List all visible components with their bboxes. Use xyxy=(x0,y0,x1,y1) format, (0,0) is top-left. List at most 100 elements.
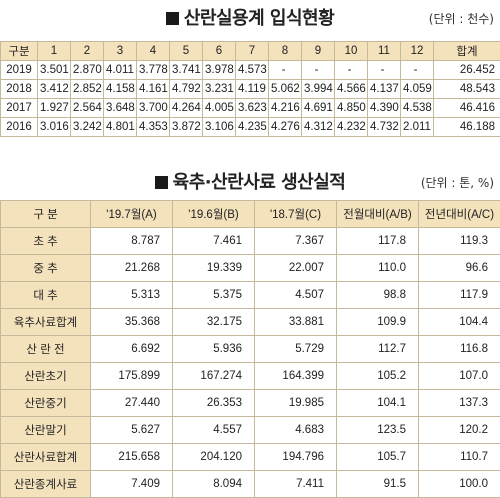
table-cell: 105.2 xyxy=(337,363,419,390)
table-cell: 48.543 xyxy=(434,80,500,99)
column-header: 4 xyxy=(137,42,170,61)
row-label: 2016 xyxy=(1,118,38,137)
table-cell: 8.094 xyxy=(173,471,255,498)
row-label: 산란종계사료 xyxy=(1,471,91,498)
table-cell: 46.188 xyxy=(434,118,500,137)
table-cell: - xyxy=(269,61,302,80)
row-label: 2018 xyxy=(1,80,38,99)
table-cell: 167.274 xyxy=(173,363,255,390)
table-cell: 164.399 xyxy=(255,363,337,390)
table-cell: 4.216 xyxy=(269,99,302,118)
column-header: 5 xyxy=(170,42,203,61)
table-cell: 7.409 xyxy=(91,471,173,498)
table-cell: 107.0 xyxy=(419,363,500,390)
table-cell: - xyxy=(302,61,335,80)
table-cell: 116.8 xyxy=(419,336,500,363)
table-cell: 5.729 xyxy=(255,336,337,363)
row-label: 대 추 xyxy=(1,282,91,309)
table-cell: 3.872 xyxy=(170,118,203,137)
table-cell: 119.3 xyxy=(419,228,500,255)
table-cell: 3.106 xyxy=(203,118,236,137)
table-cell: 46.416 xyxy=(434,99,500,118)
table-cell: 3.623 xyxy=(236,99,269,118)
row-label: 산란사료합계 xyxy=(1,444,91,471)
table-cell: 19.985 xyxy=(255,390,337,417)
row-label: 중 추 xyxy=(1,255,91,282)
section1-header: 산란실용계 입식현황 (단위 : 천수) xyxy=(0,6,500,32)
column-header: 합계 xyxy=(434,42,500,61)
table-cell: 5.313 xyxy=(91,282,173,309)
table-cell: 4.792 xyxy=(170,80,203,99)
column-header: 8 xyxy=(269,42,302,61)
table-cell: 8.787 xyxy=(91,228,173,255)
table-cell: 7.411 xyxy=(255,471,337,498)
column-header: 1 xyxy=(38,42,71,61)
column-header: 12 xyxy=(401,42,434,61)
table-cell: 3.994 xyxy=(302,80,335,99)
table-cell: 194.796 xyxy=(255,444,337,471)
table-cell: 2.852 xyxy=(71,80,104,99)
square-bullet-icon xyxy=(155,176,168,189)
column-header: '19.6월(B) xyxy=(173,201,255,228)
table-cell: 3.648 xyxy=(104,99,137,118)
table-cell: 4.137 xyxy=(368,80,401,99)
table-cell: 5.627 xyxy=(91,417,173,444)
table-cell: 137.3 xyxy=(419,390,500,417)
table-cell: - xyxy=(335,61,368,80)
table-cell: 4.507 xyxy=(255,282,337,309)
table-cell: 120.2 xyxy=(419,417,500,444)
table-cell: 105.7 xyxy=(337,444,419,471)
table-cell: 4.158 xyxy=(104,80,137,99)
table-cell: 4.161 xyxy=(137,80,170,99)
row-label: 초 추 xyxy=(1,228,91,255)
section2-header: 육추·산란사료 생산실적 (단위 : 톤, %) xyxy=(0,170,500,196)
table-cell: 3.501 xyxy=(38,61,71,80)
table-cell: 3.778 xyxy=(137,61,170,80)
table-cell: 4.353 xyxy=(137,118,170,137)
table-cell: 4.119 xyxy=(236,80,269,99)
section1-title: 산란실용계 입식현황 xyxy=(0,6,500,32)
row-label: 2017 xyxy=(1,99,38,118)
column-header: 전월대비(A/B) xyxy=(337,201,419,228)
table-cell: 22.007 xyxy=(255,255,337,282)
table-cell: 2.870 xyxy=(71,61,104,80)
column-header: 9 xyxy=(302,42,335,61)
table-cell: 26.353 xyxy=(173,390,255,417)
table-cell: 4.691 xyxy=(302,99,335,118)
table-cell: 21.268 xyxy=(91,255,173,282)
table-cell: 110.0 xyxy=(337,255,419,282)
table-cell: 112.7 xyxy=(337,336,419,363)
section2-title-text: 육추·산란사료 생산실적 xyxy=(173,172,346,193)
table-cell: 5.062 xyxy=(269,80,302,99)
table-cell: 33.881 xyxy=(255,309,337,336)
table-cell: 26.452 xyxy=(434,61,500,80)
table-cell: 1.927 xyxy=(38,99,71,118)
table-cell: 4.732 xyxy=(368,118,401,137)
table-cell: 4.005 xyxy=(203,99,236,118)
table-cell: 3.242 xyxy=(71,118,104,137)
column-header: 11 xyxy=(368,42,401,61)
table-cell: 3.700 xyxy=(137,99,170,118)
table-cell: 98.8 xyxy=(337,282,419,309)
table-cell: 5.375 xyxy=(173,282,255,309)
table-cell: 3.016 xyxy=(38,118,71,137)
table-cell: 4.059 xyxy=(401,80,434,99)
table-cell: 4.312 xyxy=(302,118,335,137)
table-cell: - xyxy=(401,61,434,80)
table-cell: 4.573 xyxy=(236,61,269,80)
row-label: 육추사료합계 xyxy=(1,309,91,336)
column-header: '19.7월(A) xyxy=(91,201,173,228)
row-label: 산 란 전 xyxy=(1,336,91,363)
table-cell: 4.801 xyxy=(104,118,137,137)
table-cell: 27.440 xyxy=(91,390,173,417)
table-cell: 204.120 xyxy=(173,444,255,471)
